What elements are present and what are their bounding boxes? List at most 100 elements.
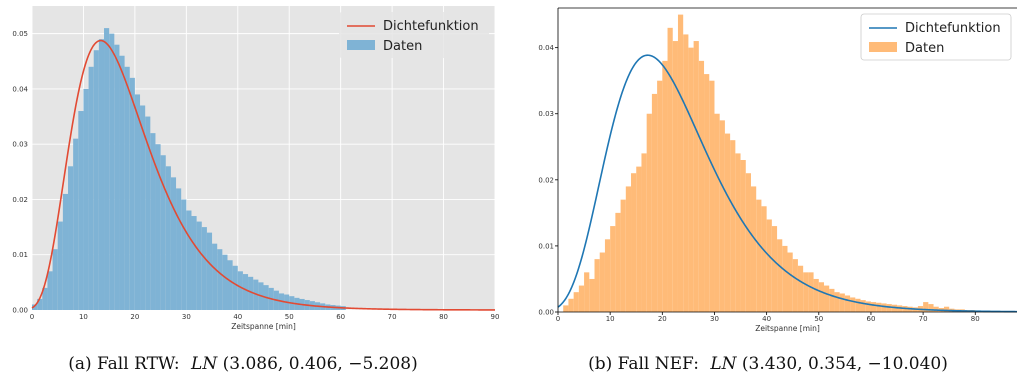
- histogram-bar: [657, 80, 663, 313]
- histogram-bar: [150, 133, 156, 310]
- x-tick-label: 70: [388, 313, 397, 321]
- histogram-bar: [771, 226, 778, 312]
- x-tick-label: 70: [919, 315, 928, 323]
- legend: Dichtefunktion Daten: [339, 12, 489, 58]
- histogram-bar: [683, 34, 689, 312]
- x-tick-label: 60: [336, 313, 345, 321]
- caption-prefix: (a) Fall RTW:: [68, 354, 179, 374]
- histogram-bar: [47, 271, 53, 310]
- histogram-bar: [88, 66, 94, 310]
- histogram-bar: [839, 293, 845, 312]
- histogram-bar: [201, 227, 207, 310]
- histogram-bar: [155, 144, 161, 310]
- caption-b: (b) Fall NEF: LN (3.430, 0.354, −10.040): [588, 354, 948, 374]
- x-tick-label: 10: [606, 315, 615, 323]
- x-axis-label: Zeitspanne [min]: [231, 322, 296, 331]
- x-tick-label: 20: [658, 315, 667, 323]
- histogram-bar: [589, 278, 595, 312]
- histogram-bar: [181, 199, 187, 310]
- histogram-bar: [160, 155, 166, 310]
- x-tick-labels: 0 10 20 30 40 50 60 70 80 90: [30, 313, 500, 321]
- histogram-bar: [735, 153, 741, 312]
- histogram-bar: [206, 232, 213, 310]
- histogram-bar: [129, 77, 135, 310]
- histogram-bar: [714, 113, 720, 312]
- y-tick-label: 0.05: [12, 30, 28, 38]
- x-tick-label: 50: [814, 315, 823, 323]
- x-tick-label: 90: [491, 313, 500, 321]
- y-tick-labels: 0.00 0.01 0.02 0.03 0.04: [538, 44, 554, 316]
- histogram-bar: [761, 206, 767, 312]
- caption-args: (3.430, 0.354, −10.040): [742, 354, 948, 374]
- histogram-bar: [140, 105, 146, 310]
- y-tick-label: 0.02: [12, 196, 28, 204]
- histogram-bar: [578, 285, 585, 312]
- histogram-bar: [176, 188, 182, 310]
- histogram-bar: [212, 243, 218, 310]
- histogram-bar: [870, 302, 877, 312]
- legend-label-curve: Dichtefunktion: [383, 19, 479, 34]
- caption-math: LN: [709, 354, 737, 374]
- histogram-bar: [594, 259, 600, 312]
- chart-rtw: 0 10 20 30 40 50 60 70 80 90 0.00 0.01 0.02 0.03 0.04…: [12, 6, 499, 374]
- histogram-bar: [37, 298, 43, 310]
- histogram-bar: [787, 252, 793, 312]
- density-curve: [31, 39, 495, 311]
- y-tick-label: 0.00: [12, 307, 28, 315]
- histogram-bar: [57, 221, 63, 310]
- histogram-bar: [165, 166, 171, 310]
- histogram-bar: [227, 260, 233, 310]
- histogram-bar: [876, 302, 882, 312]
- histogram-bar: [98, 39, 105, 310]
- y-tick-label: 0.04: [538, 44, 554, 52]
- y-tick-label: 0.01: [12, 251, 28, 259]
- y-tick-label: 0.03: [538, 110, 554, 118]
- histogram-bar: [32, 304, 38, 310]
- x-tick-label: 40: [233, 313, 242, 321]
- caption-prefix: (b) Fall NEF:: [588, 354, 699, 374]
- x-tick-label: 0: [556, 315, 560, 323]
- y-tick-label: 0.00: [538, 309, 554, 317]
- y-tick-label: 0.03: [12, 141, 28, 149]
- histogram-bar: [881, 303, 887, 312]
- histogram-bar: [563, 305, 569, 312]
- density-curve: [557, 54, 1017, 313]
- histogram-bar: [829, 288, 835, 312]
- histogram-bar: [667, 27, 673, 313]
- histogram-bar: [584, 272, 590, 312]
- histogram-bar: [222, 254, 228, 310]
- histogram-bar: [62, 193, 69, 310]
- histogram-bar: [109, 33, 115, 311]
- y-tick-label: 0.04: [12, 85, 28, 93]
- histogram-bar: [641, 153, 647, 312]
- histogram-bar: [803, 272, 809, 312]
- x-tick-label: 30: [182, 313, 191, 321]
- x-tick-label: 10: [79, 313, 88, 321]
- histogram-bar: [813, 278, 819, 312]
- legend-label-hist: Daten: [383, 39, 422, 54]
- histogram-bar: [824, 285, 830, 312]
- histogram-bar: [730, 140, 736, 312]
- x-tick-label: 30: [710, 315, 719, 323]
- x-tick-label: 80: [439, 313, 448, 321]
- histogram-bar: [42, 287, 48, 310]
- histogram-bar: [943, 306, 950, 312]
- legend-label-hist: Daten: [905, 41, 944, 56]
- caption-a: (a) Fall RTW: LN (3.086, 0.406, −5.208): [68, 354, 418, 374]
- histogram-bar: [93, 50, 99, 311]
- histogram-bar: [693, 41, 699, 312]
- histogram-bar: [604, 239, 611, 312]
- histogram-bar: [145, 116, 151, 310]
- histogram-bar: [865, 301, 871, 312]
- legend: Dichtefunktion Daten: [860, 13, 1012, 61]
- histogram-bar: [104, 28, 110, 310]
- x-tick-label: 80: [971, 315, 980, 323]
- histogram-bar: [217, 249, 223, 310]
- histogram-bar: [242, 274, 249, 310]
- histogram-bars: [563, 14, 1017, 313]
- legend-hist-swatch: [869, 42, 897, 52]
- histogram-bar: [724, 133, 731, 312]
- histogram-bar: [186, 210, 192, 310]
- histogram-bar: [610, 226, 616, 312]
